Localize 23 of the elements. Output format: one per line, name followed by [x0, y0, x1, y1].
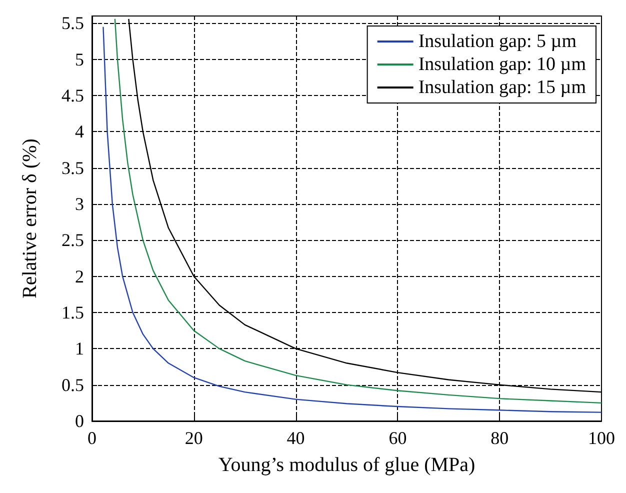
legend-label: Insulation gap: 10 µm [418, 54, 586, 75]
y-axis-title: Relative error δ (%) [19, 138, 41, 298]
x-tick-label: 60 [388, 428, 407, 448]
y-tick-label: 4 [75, 122, 84, 142]
y-tick-label: 1 [75, 338, 84, 359]
y-tick-label: 3.5 [62, 158, 84, 178]
legend-label: Insulation gap: 15 µm [418, 77, 586, 98]
x-tick-label: 100 [588, 428, 615, 448]
x-tick-label: 80 [490, 428, 509, 448]
x-axis-title: Young’s modulus of glue (MPa) [218, 454, 476, 476]
y-tick-label: 4.5 [62, 86, 84, 106]
y-tick-label: 0.5 [62, 374, 84, 395]
y-tick-label: 2 [75, 266, 84, 286]
y-tick-label: 2.5 [62, 230, 84, 250]
x-tick-label: 20 [184, 428, 203, 448]
y-tick-label: 3 [75, 194, 84, 214]
y-tick-label: 5 [75, 49, 84, 70]
y-tick-label: 1.5 [62, 302, 84, 323]
y-tick-label: 5.5 [62, 13, 84, 34]
y-tick-label: 0 [75, 411, 84, 431]
legend-label: Insulation gap: 5 µm [418, 31, 577, 52]
x-tick-label: 40 [286, 428, 305, 448]
x-tick-label: 0 [88, 428, 96, 448]
